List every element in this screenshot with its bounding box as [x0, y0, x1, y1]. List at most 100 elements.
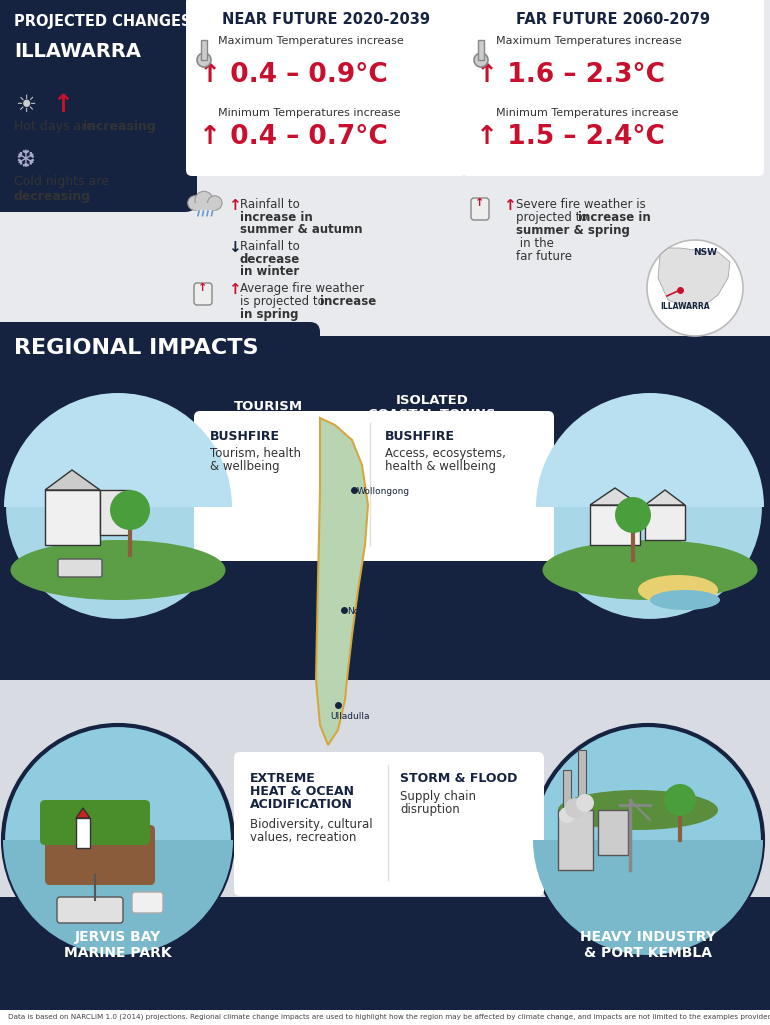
Text: REGIONAL IMPACTS: REGIONAL IMPACTS	[14, 338, 259, 358]
Text: BUSHFIRE: BUSHFIRE	[210, 430, 280, 443]
Text: increase in: increase in	[240, 211, 313, 224]
Bar	[0, 0, 185, 12]
FancyBboxPatch shape	[194, 411, 554, 561]
Circle shape	[664, 784, 696, 816]
Text: JERVIS BAY: JERVIS BAY	[75, 930, 161, 944]
Text: Severe fire weather is: Severe fire weather is	[516, 198, 646, 211]
Text: in winter: in winter	[240, 265, 300, 278]
Text: Biodiversity, cultural: Biodiversity, cultural	[250, 818, 373, 831]
Text: increasing: increasing	[83, 120, 156, 133]
Circle shape	[536, 393, 764, 621]
Circle shape	[4, 393, 232, 621]
Text: PROJECTED CHANGES:: PROJECTED CHANGES:	[14, 14, 197, 29]
Ellipse shape	[650, 590, 720, 610]
Text: FAR FUTURE 2060-2079: FAR FUTURE 2060-2079	[516, 12, 710, 27]
Text: ↑ 1.6 – 2.3°C: ↑ 1.6 – 2.3°C	[476, 62, 665, 88]
Text: Access, ecosystems,: Access, ecosystems,	[385, 447, 506, 460]
Text: Data is based on NARCLIM 1.0 (2014) projections. Regional climate change impacts: Data is based on NARCLIM 1.0 (2014) proj…	[8, 1013, 770, 1020]
Text: ACIDIFICATION: ACIDIFICATION	[250, 798, 353, 811]
Bar	[0, 332, 295, 376]
Bar	[0, 15, 185, 200]
Text: ↓: ↓	[228, 240, 241, 255]
Text: Rainfall to: Rainfall to	[240, 198, 303, 211]
Text: Tourism, health: Tourism, health	[210, 447, 301, 460]
Text: ISOLATED: ISOLATED	[396, 394, 468, 407]
Text: ↑ 0.4 – 0.7°C: ↑ 0.4 – 0.7°C	[199, 124, 388, 150]
Text: in the: in the	[516, 237, 554, 250]
Bar	[201, 40, 207, 60]
Text: ↑ 1.5 – 2.4°C: ↑ 1.5 – 2.4°C	[476, 124, 665, 150]
Bar	[598, 810, 628, 855]
Text: NSW: NSW	[693, 248, 717, 257]
Ellipse shape	[638, 575, 718, 605]
FancyBboxPatch shape	[0, 322, 320, 386]
Bar	[478, 40, 484, 60]
Circle shape	[647, 240, 743, 336]
Ellipse shape	[11, 540, 226, 600]
Text: Hot days are: Hot days are	[14, 120, 98, 133]
Circle shape	[110, 490, 150, 530]
Bar	[0, 680, 770, 1010]
Circle shape	[208, 196, 222, 210]
Text: summer & spring: summer & spring	[516, 224, 630, 237]
Circle shape	[559, 807, 575, 823]
Text: ❆: ❆	[15, 148, 35, 172]
Text: health & wellbeing: health & wellbeing	[385, 460, 496, 473]
Text: Ulladulla: Ulladulla	[330, 712, 370, 721]
Text: decrease: decrease	[240, 253, 300, 266]
FancyBboxPatch shape	[194, 283, 212, 305]
Text: Minimum Temperatures increase: Minimum Temperatures increase	[496, 108, 678, 118]
Text: STORM & FLOOD: STORM & FLOOD	[400, 772, 517, 785]
FancyBboxPatch shape	[40, 800, 150, 845]
Text: ILLAWARRA: ILLAWARRA	[14, 42, 141, 61]
Text: HEAVY INDUSTRY: HEAVY INDUSTRY	[580, 930, 716, 944]
FancyBboxPatch shape	[0, 0, 197, 212]
Text: COASTAL TOWNS: COASTAL TOWNS	[368, 408, 496, 421]
Text: MARINE PARK: MARINE PARK	[64, 946, 172, 960]
Text: is projected to: is projected to	[240, 295, 329, 308]
Text: BUSHFIRE: BUSHFIRE	[385, 430, 455, 443]
Text: Rainfall to: Rainfall to	[240, 240, 303, 253]
FancyBboxPatch shape	[57, 897, 123, 922]
Bar	[578, 750, 586, 810]
Bar	[558, 810, 593, 870]
Text: Nowra: Nowra	[347, 607, 376, 616]
Polygon shape	[316, 418, 368, 745]
Text: Average fire weather: Average fire weather	[240, 282, 364, 295]
Text: ILLAWARRA: ILLAWARRA	[660, 302, 710, 311]
Bar	[0, 332, 310, 336]
Text: ↓: ↓	[52, 148, 73, 172]
FancyBboxPatch shape	[132, 892, 163, 913]
Bar	[0, 0, 770, 335]
FancyBboxPatch shape	[45, 825, 155, 885]
Bar	[0, 336, 770, 680]
Text: & wellbeing: & wellbeing	[210, 460, 280, 473]
Circle shape	[576, 794, 594, 812]
Text: Supply chain: Supply chain	[400, 790, 476, 803]
Circle shape	[3, 725, 233, 955]
Ellipse shape	[558, 790, 718, 830]
Text: ↑: ↑	[228, 282, 241, 297]
Text: Minimum Temperatures increase: Minimum Temperatures increase	[218, 108, 400, 118]
FancyBboxPatch shape	[234, 752, 544, 896]
FancyBboxPatch shape	[58, 559, 102, 577]
Polygon shape	[45, 470, 100, 490]
Text: NEAR FUTURE 2020-2039: NEAR FUTURE 2020-2039	[222, 12, 430, 27]
Wedge shape	[4, 393, 232, 507]
Text: Wollongong: Wollongong	[357, 487, 410, 496]
Wedge shape	[533, 840, 763, 955]
Text: ↑ 0.4 – 0.9°C: ↑ 0.4 – 0.9°C	[199, 62, 388, 88]
Bar	[100, 490, 130, 535]
Text: values, recreation: values, recreation	[250, 831, 357, 844]
Text: ↑: ↑	[52, 93, 73, 117]
Text: ↑: ↑	[228, 198, 241, 213]
Text: ↑: ↑	[199, 283, 208, 293]
Text: ↑: ↑	[475, 198, 484, 208]
Text: ☀: ☀	[15, 93, 36, 117]
Polygon shape	[645, 490, 685, 505]
Bar	[590, 505, 640, 545]
Text: Maximum Temperatures increase: Maximum Temperatures increase	[496, 36, 681, 46]
Polygon shape	[590, 488, 640, 505]
Circle shape	[615, 497, 651, 533]
Polygon shape	[76, 808, 90, 818]
